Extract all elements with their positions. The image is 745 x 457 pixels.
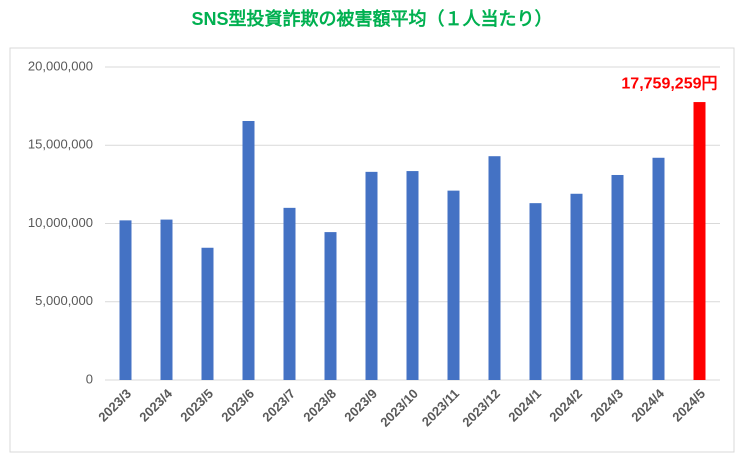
bar	[365, 171, 378, 380]
bar	[283, 207, 296, 380]
y-tick-label: 15,000,000	[28, 137, 93, 152]
bar	[406, 171, 419, 380]
bar	[119, 220, 132, 380]
bar	[529, 203, 542, 380]
bar	[324, 232, 337, 380]
y-tick-label: 5,000,000	[35, 293, 93, 308]
bar	[242, 120, 255, 381]
bar	[570, 193, 583, 380]
y-tick-label: 20,000,000	[28, 58, 93, 73]
bar	[447, 190, 460, 380]
chart-title: SNS型投資詐欺の被害額平均（１人当たり）	[191, 8, 552, 29]
bar	[693, 102, 706, 380]
bar	[652, 157, 665, 380]
y-tick-label: 10,000,000	[28, 215, 93, 230]
bar	[611, 174, 624, 380]
value-label: 17,759,259円	[621, 74, 717, 92]
bar	[201, 247, 214, 380]
bar	[488, 156, 501, 380]
bar	[160, 219, 173, 380]
y-tick-label: 0	[86, 371, 93, 386]
